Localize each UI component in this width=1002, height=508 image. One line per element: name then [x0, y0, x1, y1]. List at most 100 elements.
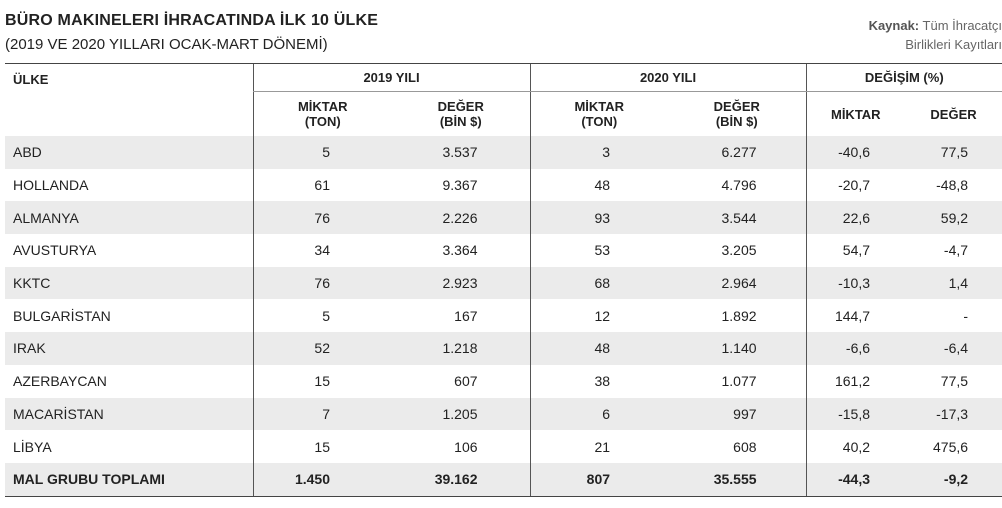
cell: 1.077 [721, 373, 757, 390]
cell: 6 [529, 397, 669, 431]
cell: -15,8 [805, 397, 906, 431]
cell: -48,8 [936, 177, 969, 194]
cell: 4.796 [721, 177, 757, 194]
cell: 15 [252, 364, 392, 398]
subheader: DEĞER [930, 106, 977, 122]
cell: 6.277 [668, 136, 807, 169]
cell: 2.964 [668, 266, 807, 300]
country: ABD [5, 136, 253, 169]
cell: 39.162 [392, 462, 531, 497]
cell: -10,3 [805, 266, 906, 300]
group-header: 2019 YILI [252, 63, 531, 92]
subheader: DEĞER (BİN $) [437, 99, 484, 129]
table-row: MAL GRUBU TOPLAMI 1.450 39.162 807 35.555 -44… [5, 462, 1002, 497]
cell: 1.140 [668, 332, 807, 365]
cell: -6,4 [905, 332, 1002, 365]
data-table: ÜLKE 2019 YILI 2020 YILI DEĞİŞİM (%) MİKTAR … [5, 63, 1002, 497]
table-row: BULGARİSTAN 5 167 12 1.892 144,7 - [5, 299, 1002, 333]
cell: 22,6 [805, 201, 906, 235]
table-row: IRAK 52 1.218 48 1.140 -6,6 -6,4 [5, 332, 1002, 365]
cell: 1.205 [392, 397, 531, 431]
group-header: 2020 YILI [529, 63, 807, 92]
source-label: Kaynak: [868, 18, 920, 33]
cell: 53 [529, 234, 669, 267]
cell: 48 [529, 332, 669, 365]
table-row: AZERBAYCAN 15 607 38 1.077 161,2 77,5 [5, 364, 1002, 398]
cell: 61 [252, 168, 392, 202]
cell: 807 [529, 462, 669, 497]
cell: 475,6 [933, 438, 969, 455]
cell: 1,4 [905, 266, 1002, 300]
header-row: ÜLKE 2019 YILI 2020 YILI DEĞİŞİM (%) [5, 63, 1002, 136]
cell: 1.892 [721, 307, 757, 324]
cell: 3 [529, 136, 669, 169]
table-row: ABD 5 3.537 3 6.277 -40,6 77,5 [5, 136, 1002, 169]
source: Kaynak: Tüm İhracatçı Birlikleri Kayıtlar… [869, 16, 1002, 54]
cell: 12 [529, 299, 669, 333]
title: BÜRO MAKINELERI İHRACATINDA İLK 10 ÜLKE [5, 12, 379, 29]
cell: 144,7 [805, 299, 906, 333]
cell: 608 [733, 438, 757, 455]
cell: -17,3 [905, 397, 1002, 431]
cell: 40,2 [805, 430, 906, 463]
cell: 2.923 [392, 266, 531, 300]
cell: 77,5 [905, 136, 1002, 169]
country: MACARİSTAN [5, 397, 253, 431]
subheader: DEĞER (BİN $) [713, 99, 760, 129]
source-line: Birlikleri Kayıtları [905, 37, 1002, 52]
cell: -4,7 [943, 242, 969, 259]
country: HOLLANDA [13, 177, 89, 194]
cell: 59,2 [905, 201, 1002, 235]
cell: -40,6 [805, 136, 906, 169]
subheader: MİKTAR (TON) [252, 91, 392, 136]
cell: 76 [252, 266, 392, 300]
cell: 997 [668, 397, 807, 431]
country: MAL GRUBU TOPLAMI [5, 462, 253, 497]
cell: 607 [454, 373, 478, 390]
cell: 5 [252, 136, 392, 169]
cell: 76 [252, 201, 392, 235]
country: KKTC [5, 266, 253, 300]
cell: 21 [529, 430, 669, 463]
cell: 3.537 [392, 136, 531, 169]
cell: 161,2 [805, 364, 906, 398]
table-row: ALMANYA 76 2.226 93 3.544 22,6 59,2 [5, 201, 1002, 235]
cell: 5 [252, 299, 392, 333]
cell: 1.218 [392, 332, 531, 365]
cell: 77,5 [940, 373, 969, 390]
table-row: KKTC 76 2.923 68 2.964 -10,3 1,4 [5, 266, 1002, 300]
table-row: LİBYA 15 106 21 608 40,2 475,6 [5, 430, 1002, 463]
source-line: Tüm İhracatçı [922, 18, 1002, 33]
cell: -9,2 [905, 462, 1002, 497]
cell: 7 [252, 397, 392, 431]
table-row: HOLLANDA 61 9.367 48 4.796 -20,7 -48,8 [5, 168, 1002, 202]
cell: 93 [529, 201, 669, 235]
cell: 54,7 [805, 234, 906, 267]
cell: 34 [252, 234, 392, 267]
subtitle: (2019 VE 2020 YILLARI OCAK-MART DÖNEMİ) [5, 36, 328, 53]
cell: 38 [529, 364, 669, 398]
country: AZERBAYCAN [13, 373, 107, 390]
country: IRAK [5, 332, 253, 365]
cell: 48 [529, 168, 669, 202]
cell: 106 [454, 438, 478, 455]
cell: 1.450 [252, 462, 392, 497]
cell: 9.367 [442, 177, 478, 194]
cell: 2.226 [392, 201, 531, 235]
cell: 3.364 [442, 242, 478, 259]
country: LİBYA [13, 438, 52, 455]
cell: 15 [252, 430, 392, 463]
country: AVUSTURYA [13, 242, 97, 259]
cell: 3.544 [668, 201, 807, 235]
cell: 68 [529, 266, 669, 300]
country: ALMANYA [5, 201, 253, 235]
subheader-row: MİKTAR (TON) DEĞER (BİN $) MİKTAR (TON) DEĞ… [5, 91, 1002, 136]
table-row: MACARİSTAN 7 1.205 6 997 -15,8 -17,3 [5, 397, 1002, 431]
group-header: DEĞİŞİM (%) [805, 63, 1002, 92]
cell: -20,7 [805, 168, 906, 202]
cell: 35.555 [668, 462, 807, 497]
cell: - [963, 307, 969, 324]
table-row: AVUSTURYA 34 3.364 53 3.205 54,7 -4,7 [5, 234, 1002, 267]
cell: 3.205 [721, 242, 757, 259]
